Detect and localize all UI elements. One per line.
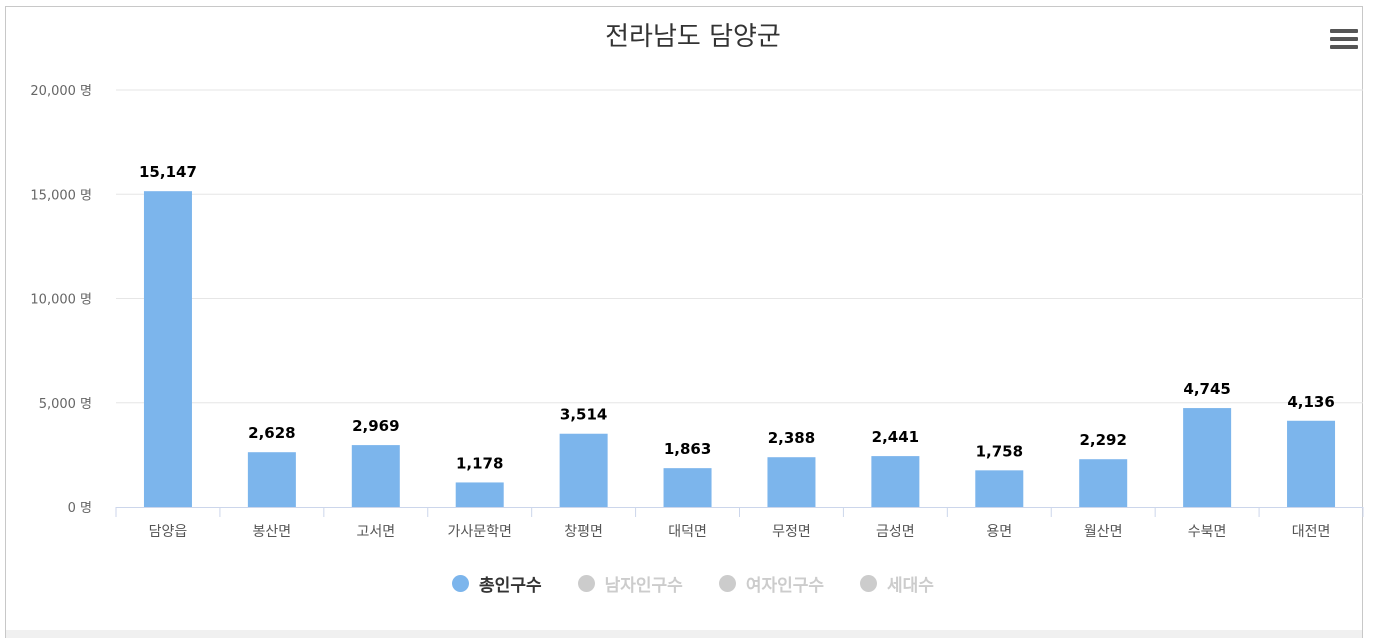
data-label: 4,136 xyxy=(1287,393,1334,411)
bar[interactable] xyxy=(247,452,296,507)
legend-marker-icon xyxy=(718,575,736,592)
bar[interactable] xyxy=(871,456,920,507)
legend-marker-icon xyxy=(452,575,470,592)
data-label: 2,969 xyxy=(352,417,399,435)
bar[interactable] xyxy=(663,468,712,507)
x-tick-label: 담양읍 xyxy=(149,524,188,540)
data-label: 2,388 xyxy=(768,429,815,447)
legend: 총인구수 남자인구수 여자인구수 세대수 xyxy=(0,571,1386,596)
legend-item[interactable]: 세대수 xyxy=(860,571,934,596)
legend-item[interactable]: 여자인구수 xyxy=(718,571,825,596)
y-tick-label: 0 명 xyxy=(68,501,92,516)
bar[interactable] xyxy=(559,433,608,507)
x-tick-label: 대덕면 xyxy=(668,524,707,540)
x-tick-label: 용면 xyxy=(986,524,1012,540)
data-label: 1,863 xyxy=(664,440,711,458)
x-tick-label: 창평면 xyxy=(564,524,603,540)
y-tick-label: 5,000 명 xyxy=(39,397,92,412)
data-label: 2,628 xyxy=(248,424,295,442)
y-tick-label: 15,000 명 xyxy=(30,188,92,203)
legend-item[interactable]: 총인구수 xyxy=(452,571,542,596)
data-label: 2,441 xyxy=(872,428,919,446)
chart-title: 전라남도 담양군 xyxy=(605,22,781,52)
bar[interactable] xyxy=(767,457,816,507)
data-label: 3,514 xyxy=(560,406,607,424)
legend-item[interactable]: 남자인구수 xyxy=(577,571,683,596)
legend-label: 총인구수 xyxy=(479,576,542,596)
bar[interactable] xyxy=(1287,420,1336,507)
bar[interactable] xyxy=(351,445,400,507)
chart-container xyxy=(5,6,1363,638)
x-tick-label: 수북면 xyxy=(1188,524,1227,540)
legend-label: 남자인구수 xyxy=(604,576,683,596)
bar[interactable] xyxy=(1079,459,1128,507)
data-label: 4,745 xyxy=(1183,380,1230,398)
x-tick-label: 무정면 xyxy=(772,524,811,540)
bar[interactable] xyxy=(455,482,504,507)
x-tick-label: 금성면 xyxy=(876,524,915,540)
bar[interactable] xyxy=(1183,408,1232,507)
legend-label: 세대수 xyxy=(887,576,934,596)
data-label: 1,758 xyxy=(976,442,1023,460)
hamburger-menu-icon[interactable] xyxy=(1330,29,1358,53)
y-tick-label: 20,000 명 xyxy=(30,84,92,99)
x-tick-label: 가사문학면 xyxy=(448,524,512,540)
x-tick-label: 대전면 xyxy=(1292,524,1331,540)
legend-marker-icon xyxy=(577,575,595,592)
x-tick-label: 고서면 xyxy=(356,524,395,540)
y-tick-label: 10,000 명 xyxy=(30,293,92,308)
x-tick-label: 봉산면 xyxy=(253,524,292,540)
legend-marker-icon xyxy=(860,575,878,592)
bar[interactable] xyxy=(975,470,1024,507)
data-label: 2,292 xyxy=(1079,431,1126,449)
bottom-strip xyxy=(6,630,1362,638)
data-label: 1,178 xyxy=(456,454,503,472)
data-label: 15,147 xyxy=(139,163,197,181)
x-tick-label: 월산면 xyxy=(1084,524,1123,540)
legend-label: 여자인구수 xyxy=(745,576,825,596)
bar[interactable] xyxy=(143,191,192,507)
